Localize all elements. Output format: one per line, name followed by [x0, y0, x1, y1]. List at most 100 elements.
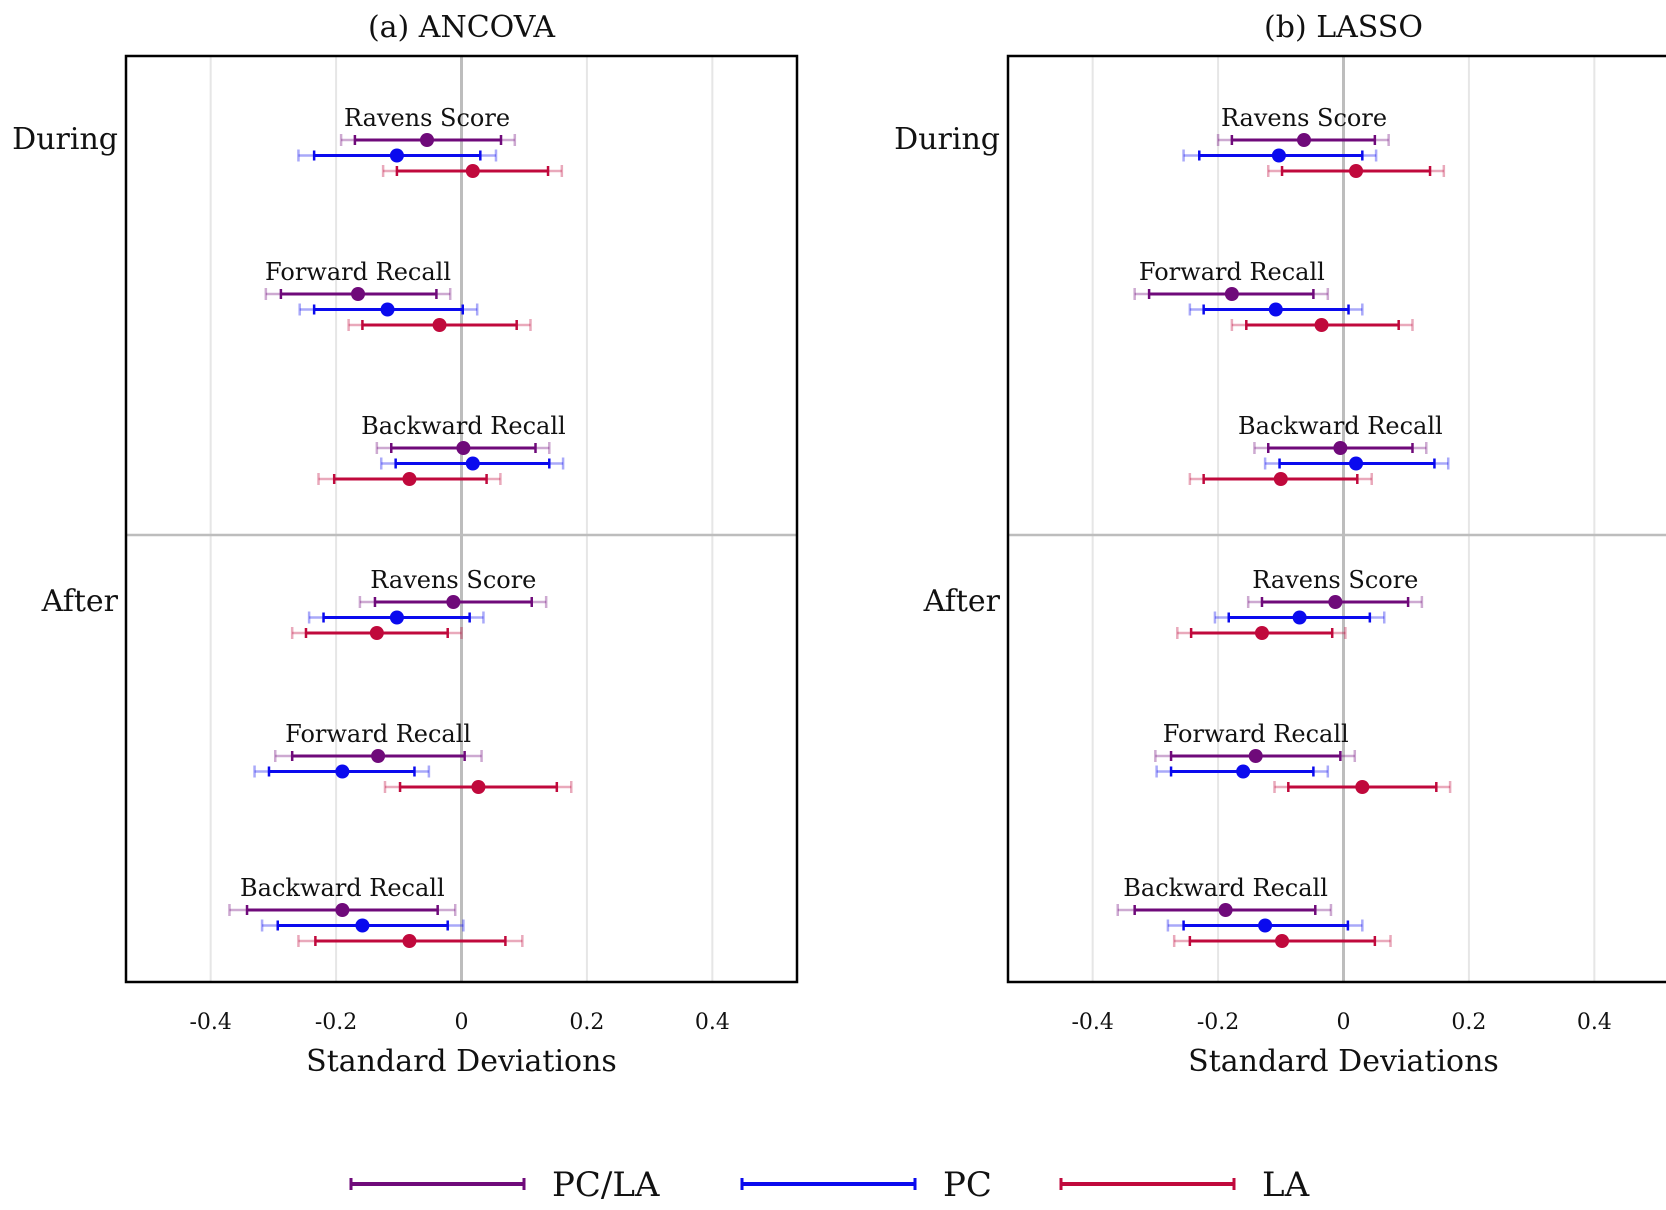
- estimate-la: [1230, 318, 1414, 332]
- legend-label: PC: [943, 1165, 992, 1205]
- point-estimate: [1333, 441, 1348, 455]
- point-estimate: [380, 302, 395, 317]
- point-estimate: [355, 918, 370, 933]
- point-estimate: [1254, 626, 1269, 640]
- outcome-label: Ravens Score: [1252, 566, 1418, 594]
- estimate-pc-la: [1116, 903, 1333, 917]
- estimate-la: [381, 164, 564, 178]
- estimate-pc-la: [1246, 595, 1424, 609]
- estimate-pc: [1182, 148, 1378, 163]
- estimate-la: [1188, 472, 1373, 486]
- estimate-pc: [1213, 610, 1386, 625]
- estimate-la: [1172, 934, 1392, 948]
- estimate-pc-la: [1154, 749, 1357, 763]
- point-estimate: [1273, 472, 1288, 486]
- estimate-pc: [297, 148, 498, 163]
- estimate-la: [1176, 626, 1347, 640]
- plot-frame: [124, 54, 799, 984]
- point-estimate: [1248, 749, 1263, 763]
- outcome-label: Forward Recall: [1139, 258, 1325, 286]
- legend-label: LA: [1262, 1165, 1310, 1205]
- point-estimate: [402, 472, 417, 486]
- point-estimate: [471, 780, 486, 794]
- x-tick-label: -0.2: [1197, 1010, 1239, 1035]
- outcome-group: Forward Recall: [1133, 258, 1414, 332]
- estimate-la: [290, 626, 463, 640]
- point-estimate: [389, 610, 404, 625]
- point-estimate: [335, 903, 350, 917]
- point-estimate: [465, 164, 480, 178]
- panel-lasso: (b) LASSO During After Ravens Score Forward …: [894, 10, 1666, 1079]
- point-estimate: [335, 764, 350, 779]
- estimate-la: [347, 318, 532, 332]
- legend-item-pc-la: PC/LA: [349, 1165, 660, 1205]
- point-estimate: [1224, 287, 1239, 301]
- point-estimate: [432, 318, 447, 332]
- point-estimate: [369, 626, 384, 640]
- x-tick-label: 0.4: [1577, 1010, 1612, 1035]
- outcome-label: Backward Recall: [1238, 412, 1443, 440]
- outcome-group: Backward Recall: [1116, 874, 1392, 948]
- point-estimate: [1236, 764, 1251, 779]
- x-tick-label: -0.4: [189, 1010, 231, 1035]
- x-tick-label: -0.4: [1071, 1010, 1113, 1035]
- legend-item-la: LA: [1059, 1165, 1310, 1205]
- outcome-group: Forward Recall: [264, 258, 532, 332]
- outcome-label: Ravens Score: [370, 566, 536, 594]
- estimate-pc-la: [1133, 287, 1330, 301]
- x-tick-label: 0: [1337, 1010, 1351, 1035]
- outcome-label: Forward Recall: [265, 258, 451, 286]
- outcome-label: Forward Recall: [285, 720, 471, 748]
- estimate-pc-la: [274, 749, 483, 763]
- period-label-after: After: [923, 584, 1001, 619]
- point-estimate: [1268, 302, 1283, 317]
- point-estimate: [389, 148, 404, 163]
- point-estimate: [1271, 148, 1286, 163]
- estimate-la: [297, 934, 524, 948]
- period-label-during: During: [12, 122, 118, 157]
- outcome-label: Backward Recall: [240, 874, 445, 902]
- point-estimate: [1349, 456, 1364, 471]
- point-estimate: [456, 441, 471, 455]
- estimate-pc: [298, 302, 479, 317]
- legend: PC/LA PC LA: [349, 1165, 1310, 1205]
- outcome-group: Ravens Score: [297, 104, 564, 178]
- estimate-pc-la: [264, 287, 452, 301]
- outcome-label: Forward Recall: [1163, 720, 1349, 748]
- point-estimate: [465, 456, 480, 471]
- outcome-group: Backward Recall: [317, 412, 566, 486]
- estimate-pc: [307, 610, 485, 625]
- point-estimate: [1275, 934, 1290, 948]
- estimate-la: [1266, 164, 1446, 178]
- estimate-pc-la: [358, 595, 548, 609]
- outcome-group: Backward Recall: [1188, 412, 1450, 486]
- estimate-pc-la: [375, 441, 551, 455]
- estimate-pc: [253, 764, 431, 779]
- estimate-pc-la: [339, 133, 517, 147]
- outcome-group: Ravens Score: [1182, 104, 1446, 178]
- point-estimate: [446, 595, 461, 609]
- estimate-pc: [379, 456, 565, 471]
- x-tick-label: 0.2: [569, 1010, 604, 1035]
- point-estimate: [351, 287, 366, 301]
- estimate-pc: [1188, 302, 1364, 317]
- outcome-label: Ravens Score: [344, 104, 510, 132]
- legend-label: PC/LA: [552, 1165, 660, 1205]
- point-estimate: [402, 934, 417, 948]
- point-estimate: [1296, 133, 1311, 147]
- estimate-la: [383, 780, 573, 794]
- x-tick-label: 0.4: [695, 1010, 730, 1035]
- point-estimate: [420, 133, 435, 147]
- legend-item-pc: PC: [740, 1165, 992, 1205]
- point-estimate: [1218, 903, 1233, 917]
- outcome-group: Forward Recall: [1154, 720, 1452, 794]
- point-estimate: [1258, 918, 1273, 933]
- point-estimate: [1328, 595, 1343, 609]
- estimate-pc-la: [1253, 441, 1428, 455]
- x-tick-label: -0.2: [315, 1010, 357, 1035]
- point-estimate: [371, 749, 386, 763]
- panels: (a) ANCOVA During After Ravens Score Forward…: [12, 10, 1666, 1079]
- x-axis-title: Standard Deviations: [1188, 1044, 1499, 1079]
- x-axis-title: Standard Deviations: [306, 1044, 617, 1079]
